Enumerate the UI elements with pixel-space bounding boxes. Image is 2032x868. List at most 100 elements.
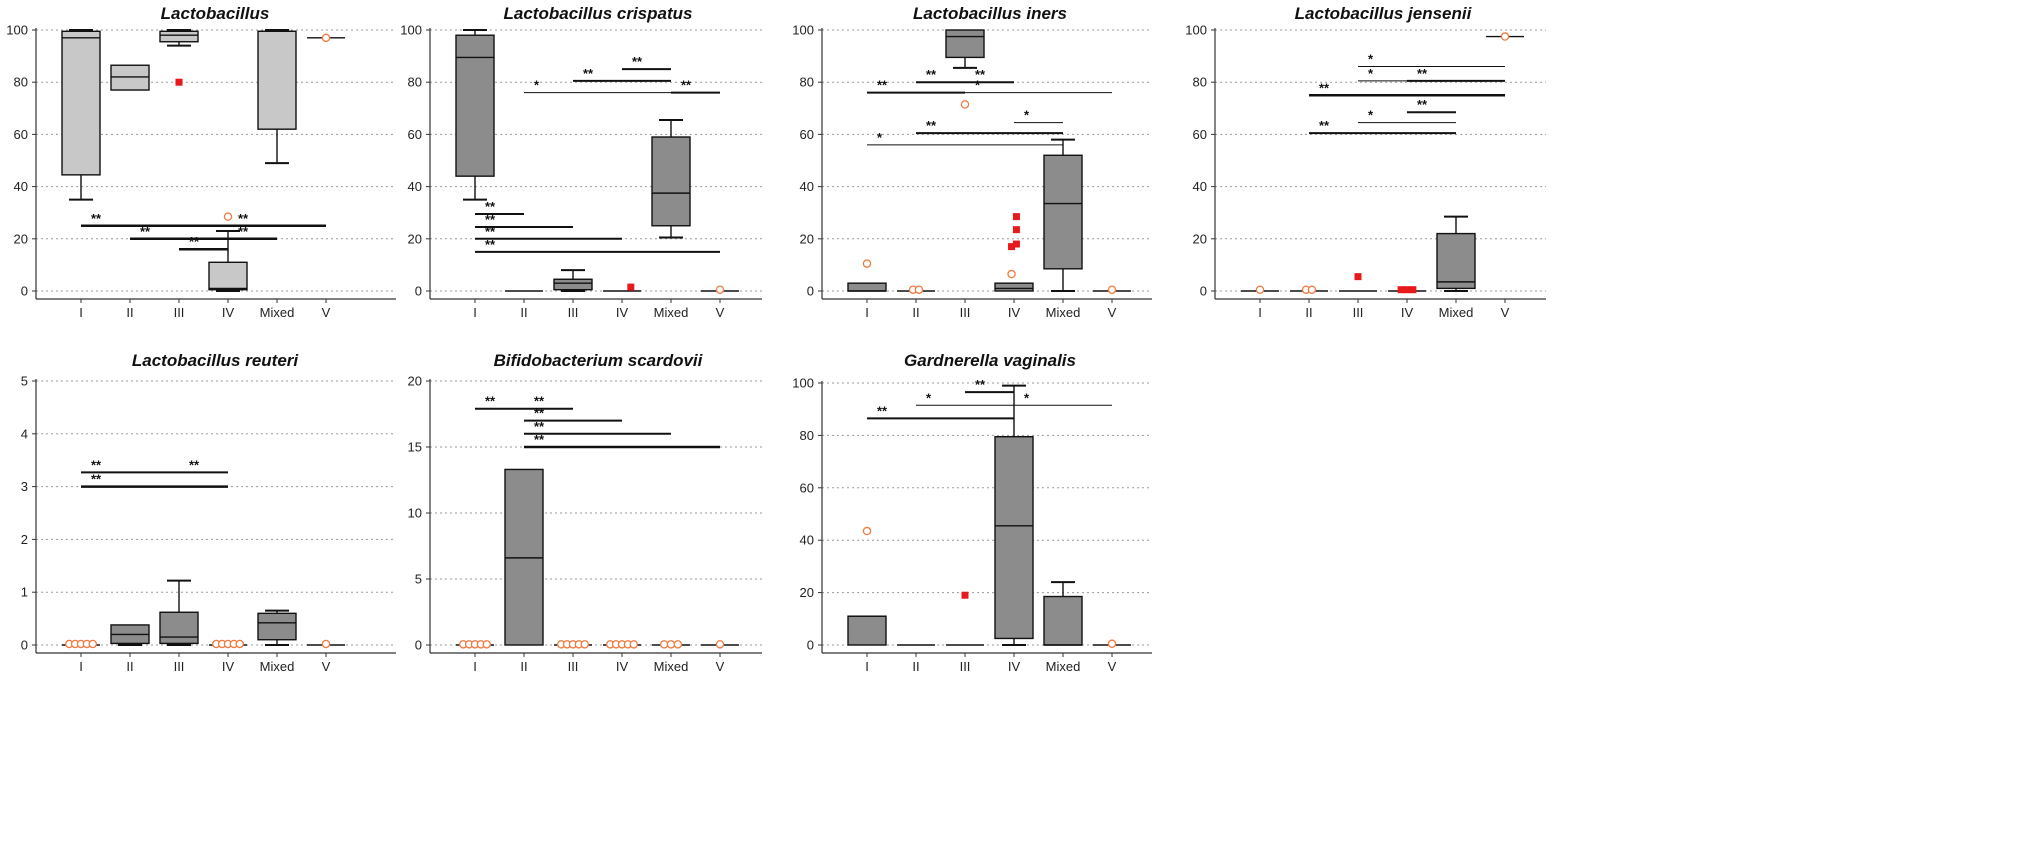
x-tick-label: IV <box>1008 305 1021 320</box>
outlier-point <box>666 640 676 649</box>
y-tick-label: 60 <box>800 127 814 142</box>
box-III <box>553 269 593 292</box>
y-tick-label: 40 <box>14 179 28 194</box>
x-tick-label: I <box>1258 305 1262 320</box>
box-IV <box>208 229 248 292</box>
y-tick-label: 4 <box>21 426 28 441</box>
significance-label: * <box>1368 52 1374 67</box>
y-tick-label: 1 <box>21 585 28 600</box>
significance-label: * <box>534 78 540 93</box>
y-tick-label: 80 <box>1193 75 1207 90</box>
y-tick-label: 5 <box>415 572 422 587</box>
outlier-point <box>1012 226 1020 234</box>
box-IV <box>994 282 1034 292</box>
significance-label: ** <box>189 457 200 472</box>
significance-label: * <box>1024 108 1030 123</box>
y-tick-label: 3 <box>21 479 28 494</box>
outlier-point <box>321 33 331 43</box>
box-body <box>208 261 248 291</box>
y-tick-label: 0 <box>807 638 814 653</box>
significance-label: ** <box>926 67 937 82</box>
y-tick-label: 0 <box>807 284 814 299</box>
y-tick-label: 15 <box>408 440 422 455</box>
x-tick-label: I <box>865 659 869 674</box>
x-tick-label: IV <box>222 659 235 674</box>
y-tick-label: 100 <box>400 23 422 38</box>
x-tick-label: II <box>126 659 133 674</box>
significance-label: ** <box>583 66 594 81</box>
outlier-point <box>961 591 969 599</box>
y-tick-label: 60 <box>408 127 422 142</box>
outlier-point <box>862 259 872 268</box>
box-III <box>945 29 985 69</box>
x-tick-label: III <box>960 659 971 674</box>
x-tick-label: I <box>79 659 83 674</box>
box-II <box>110 64 150 91</box>
x-tick-label: IV <box>616 305 629 320</box>
panel-title: Gardnerella vaginalis <box>904 351 1076 370</box>
x-tick-label: II <box>1305 305 1312 320</box>
box-I <box>847 282 887 292</box>
significance-label: ** <box>877 78 888 93</box>
x-tick-label: IV <box>1401 305 1414 320</box>
box-Mixed <box>1043 138 1083 292</box>
x-tick-label: Mixed <box>654 305 689 320</box>
x-tick-label: III <box>174 305 185 320</box>
outlier-point <box>88 639 98 649</box>
outlier-point <box>627 283 635 291</box>
y-tick-label: 60 <box>800 480 814 495</box>
box-Mixed <box>1436 215 1476 292</box>
outlier-point <box>1255 285 1265 294</box>
x-tick-label: Mixed <box>260 305 295 320</box>
y-tick-label: 0 <box>21 638 28 653</box>
x-tick-label: I <box>473 305 477 320</box>
y-tick-label: 100 <box>792 23 814 38</box>
y-tick-label: 0 <box>1200 284 1207 299</box>
significance-label: ** <box>238 211 249 226</box>
x-tick-label: I <box>865 305 869 320</box>
y-tick-label: 0 <box>415 638 422 653</box>
x-tick-label: II <box>520 305 527 320</box>
x-tick-label: Mixed <box>1439 305 1474 320</box>
outlier-point <box>1012 240 1020 248</box>
panel-title: Lactobacillus <box>161 4 270 23</box>
x-tick-label: II <box>520 659 527 674</box>
x-tick-label: V <box>322 659 331 674</box>
outlier-point <box>960 100 970 109</box>
y-tick-label: 40 <box>408 179 422 194</box>
significance-label: ** <box>534 394 545 409</box>
box-body <box>455 34 495 177</box>
box-body <box>945 29 985 59</box>
x-tick-label: V <box>1108 659 1117 674</box>
outlier-point <box>1012 213 1020 221</box>
x-tick-label: II <box>912 305 919 320</box>
box-I <box>847 615 887 646</box>
y-tick-label: 100 <box>6 23 28 38</box>
outlier-point <box>914 285 924 294</box>
y-tick-label: 20 <box>800 585 814 600</box>
significance-label: * <box>1024 390 1030 405</box>
x-tick-label: V <box>322 305 331 320</box>
significance-label: ** <box>534 419 545 434</box>
y-tick-label: 100 <box>792 376 814 391</box>
outlier-point <box>1409 286 1417 294</box>
x-tick-label: Mixed <box>1046 305 1081 320</box>
panel-title: Bifidobacterium scardovii <box>494 351 704 370</box>
x-tick-label: III <box>568 659 579 674</box>
x-tick-label: Mixed <box>1046 659 1081 674</box>
x-tick-label: IV <box>222 305 235 320</box>
outlier-point <box>629 640 639 649</box>
box-II <box>110 624 150 646</box>
significance-label: ** <box>485 394 496 409</box>
significance-label: ** <box>681 78 692 93</box>
box-II <box>504 468 544 646</box>
y-tick-label: 100 <box>1185 23 1207 38</box>
x-tick-label: III <box>960 305 971 320</box>
significance-label: ** <box>140 224 151 239</box>
box-IV <box>994 384 1034 646</box>
